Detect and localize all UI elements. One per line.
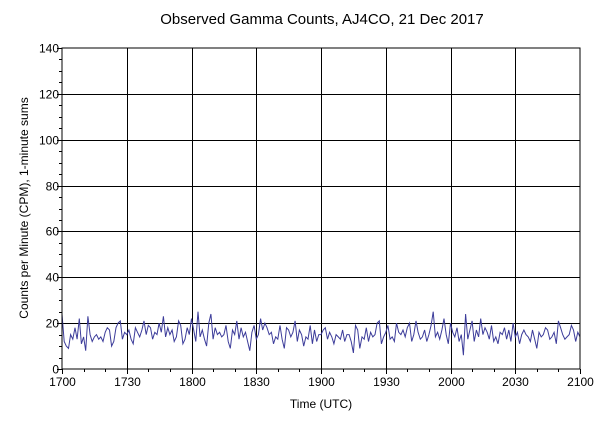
y-tick-label: 0: [52, 363, 59, 377]
x-tick-label: 1800: [179, 375, 206, 389]
gridlines: [62, 48, 580, 369]
x-tick-label: 2030: [502, 375, 529, 389]
x-tick-label: 1730: [114, 375, 141, 389]
y-tick-label: 140: [39, 42, 59, 56]
x-axis-label: Time (UTC): [290, 397, 352, 411]
y-tick-label: 100: [39, 134, 59, 148]
y-tick-label: 120: [39, 88, 59, 102]
y-tick-label: 80: [46, 180, 60, 194]
series-line: [61, 311, 581, 356]
x-tick-label: 2000: [438, 375, 465, 389]
x-tick-label: 2100: [567, 375, 594, 389]
chart-title: Observed Gamma Counts, AJ4CO, 21 Dec 201…: [160, 11, 484, 28]
y-tick-labels: 0 20 40 60 80 100 120 140: [39, 42, 59, 377]
y-tick-label: 60: [46, 225, 60, 239]
y-axis-label: Counts per Minute (CPM), 1-minute sums: [17, 97, 31, 318]
x-tick-label: 1930: [373, 375, 400, 389]
x-tick-label: 1830: [243, 375, 270, 389]
x-tick-labels: 1700 1730 1800 1830 1900 1930 2000 2030 2100: [49, 375, 594, 389]
x-tick-label: 1900: [308, 375, 335, 389]
axis-ticks: [57, 48, 581, 374]
series-layer: [61, 311, 581, 356]
y-tick-label: 20: [46, 317, 60, 331]
y-tick-label: 40: [46, 271, 60, 285]
x-tick-label: 1700: [49, 375, 76, 389]
